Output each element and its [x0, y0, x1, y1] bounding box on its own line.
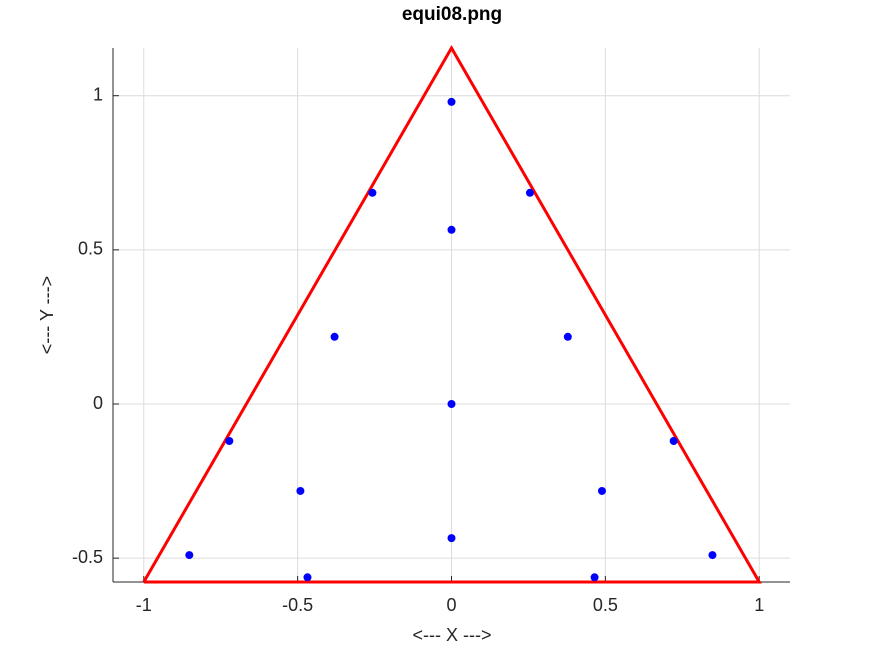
point: [330, 332, 339, 341]
x-tick-label: -0.5: [282, 595, 313, 615]
point: [296, 486, 305, 495]
point: [669, 436, 678, 445]
x-tick-label: 0: [446, 595, 456, 615]
y-tick-label: -0.5: [72, 547, 103, 567]
chart-title: equi08.png: [402, 4, 502, 25]
x-tick-label: -1: [136, 595, 152, 615]
point: [447, 225, 456, 234]
point: [225, 436, 234, 445]
y-tick-label: 1: [93, 84, 103, 104]
y-axis-label: <--- Y --->: [37, 276, 57, 354]
point: [525, 188, 534, 197]
x-axis-label: <--- X --->: [413, 625, 492, 645]
point: [303, 573, 312, 582]
point: [597, 486, 606, 495]
point: [368, 188, 377, 197]
y-tick-label: 0.5: [78, 239, 103, 259]
x-tick-label: 0.5: [593, 595, 618, 615]
point: [447, 97, 456, 106]
x-tick-label: 1: [754, 595, 764, 615]
triangle-line: [142, 44, 762, 584]
point: [447, 400, 456, 408]
point: [185, 551, 194, 560]
y-tick-label: 0: [93, 393, 103, 413]
point: [590, 573, 599, 582]
point: [708, 551, 717, 560]
point: [447, 534, 456, 543]
point: [563, 332, 572, 341]
